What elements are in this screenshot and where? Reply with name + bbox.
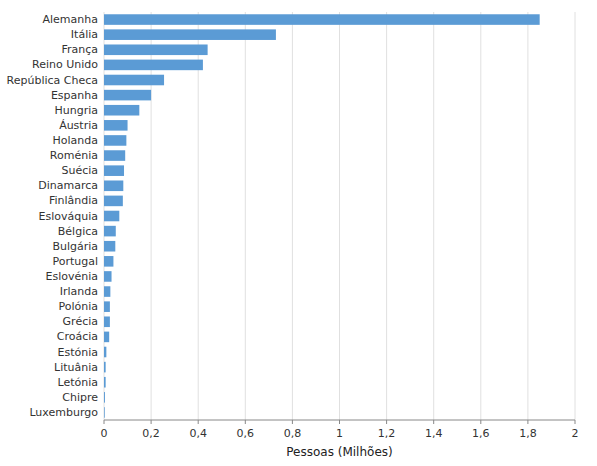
category-label: Letónia — [57, 376, 98, 389]
bar — [104, 407, 105, 418]
chart-container: 0 0,2 0,4 0,6 0,8 1 1,2 1,4 1,6 1,8 2 Luxemburgo Chi… — [0, 0, 597, 466]
category-label: Portugal — [52, 255, 98, 268]
category-label: Hungria — [54, 104, 98, 117]
category-label: Grécia — [63, 315, 98, 328]
bar — [104, 392, 105, 403]
bar — [104, 75, 164, 86]
category-label: Irlanda — [60, 285, 98, 298]
bar — [104, 286, 110, 297]
bar — [104, 271, 112, 282]
tick-label: 1,8 — [519, 427, 537, 440]
bar — [104, 241, 115, 252]
bar — [104, 211, 119, 222]
bar — [104, 150, 125, 161]
bar — [104, 377, 106, 388]
grid-line — [245, 12, 246, 420]
x-axis: 0 0,2 0,4 0,6 0,8 1 1,2 1,4 1,6 1,8 2 — [101, 420, 579, 440]
tick-mark — [480, 420, 481, 424]
bar — [104, 196, 123, 207]
bar — [104, 135, 126, 146]
category-label: Suécia — [61, 164, 98, 177]
grid — [104, 12, 575, 420]
grid-line — [433, 12, 434, 420]
tick-mark — [433, 420, 434, 424]
bar — [104, 90, 151, 101]
category-label: Chipre — [62, 391, 98, 404]
category-label: Dinamarca — [38, 179, 98, 192]
tick-mark — [104, 420, 105, 424]
category-label: Eslováquia — [39, 210, 98, 223]
tick-mark — [386, 420, 387, 424]
tick-mark — [339, 420, 340, 424]
category-label: Itália — [71, 28, 98, 41]
y-axis: Luxemburgo Chipre Letónia Lituânia Estónia Cr… — [7, 13, 99, 419]
category-label: República Checa — [7, 74, 98, 87]
category-label: Lituânia — [54, 361, 98, 374]
category-label: Reino Unido — [32, 58, 98, 71]
tick-mark — [198, 420, 199, 424]
bar — [104, 120, 128, 131]
grid-line — [151, 12, 152, 420]
grid-line — [386, 12, 387, 420]
bar — [104, 226, 116, 237]
category-label: Finlândia — [49, 194, 98, 207]
grid-line — [292, 12, 293, 420]
axis-line — [104, 420, 575, 421]
bar — [104, 316, 110, 327]
tick-label: 1,6 — [472, 427, 490, 440]
category-label: Espanha — [51, 89, 98, 102]
tick-mark — [245, 420, 246, 424]
tick-label: 0,6 — [237, 427, 255, 440]
grid-line — [198, 12, 199, 420]
tick-label: 1 — [336, 427, 343, 440]
bar — [104, 180, 123, 191]
category-label: França — [61, 43, 98, 56]
category-label: Bulgária — [52, 240, 98, 253]
grid-line — [575, 12, 576, 420]
tick-label: 1,4 — [425, 427, 443, 440]
category-label: Luxemburgo — [29, 406, 98, 419]
bar — [104, 332, 109, 343]
bar — [104, 362, 106, 373]
tick-label: 1,2 — [378, 427, 396, 440]
bar — [104, 29, 276, 40]
category-label: Estónia — [58, 346, 99, 359]
category-label: Áustria — [59, 119, 98, 132]
grid-line — [527, 12, 528, 420]
bar — [104, 44, 208, 55]
category-label: Alemanha — [43, 13, 99, 26]
grid-line — [480, 12, 481, 420]
tick-label: 0,2 — [142, 427, 160, 440]
bar — [104, 14, 540, 25]
tick-mark — [527, 420, 528, 424]
category-label: Bélgica — [58, 225, 98, 238]
chart-svg: 0 0,2 0,4 0,6 0,8 1 1,2 1,4 1,6 1,8 2 Luxemburgo Chi… — [0, 0, 597, 466]
bars — [104, 14, 540, 417]
tick-label: 2 — [572, 427, 579, 440]
page: {"chart_data": { "type": "bar", "orienta… — [0, 0, 597, 466]
category-label: Holanda — [53, 134, 99, 147]
tick-mark — [575, 420, 576, 424]
tick-mark — [292, 420, 293, 424]
category-label: Polónia — [58, 300, 98, 313]
bar — [104, 301, 110, 312]
x-axis-title: Pessoas (Milhões) — [286, 445, 392, 459]
bar — [104, 347, 106, 358]
bar — [104, 165, 124, 176]
bar — [104, 105, 139, 116]
category-label: Croácia — [57, 330, 98, 343]
tick-mark — [151, 420, 152, 424]
tick-label: 0,4 — [189, 427, 207, 440]
bar — [104, 60, 203, 71]
bar — [104, 256, 113, 267]
tick-label: 0,8 — [284, 427, 302, 440]
grid-line — [339, 12, 340, 420]
tick-label: 0 — [101, 427, 108, 440]
category-label: Eslovénia — [45, 270, 98, 283]
category-label: Roménia — [50, 149, 98, 162]
